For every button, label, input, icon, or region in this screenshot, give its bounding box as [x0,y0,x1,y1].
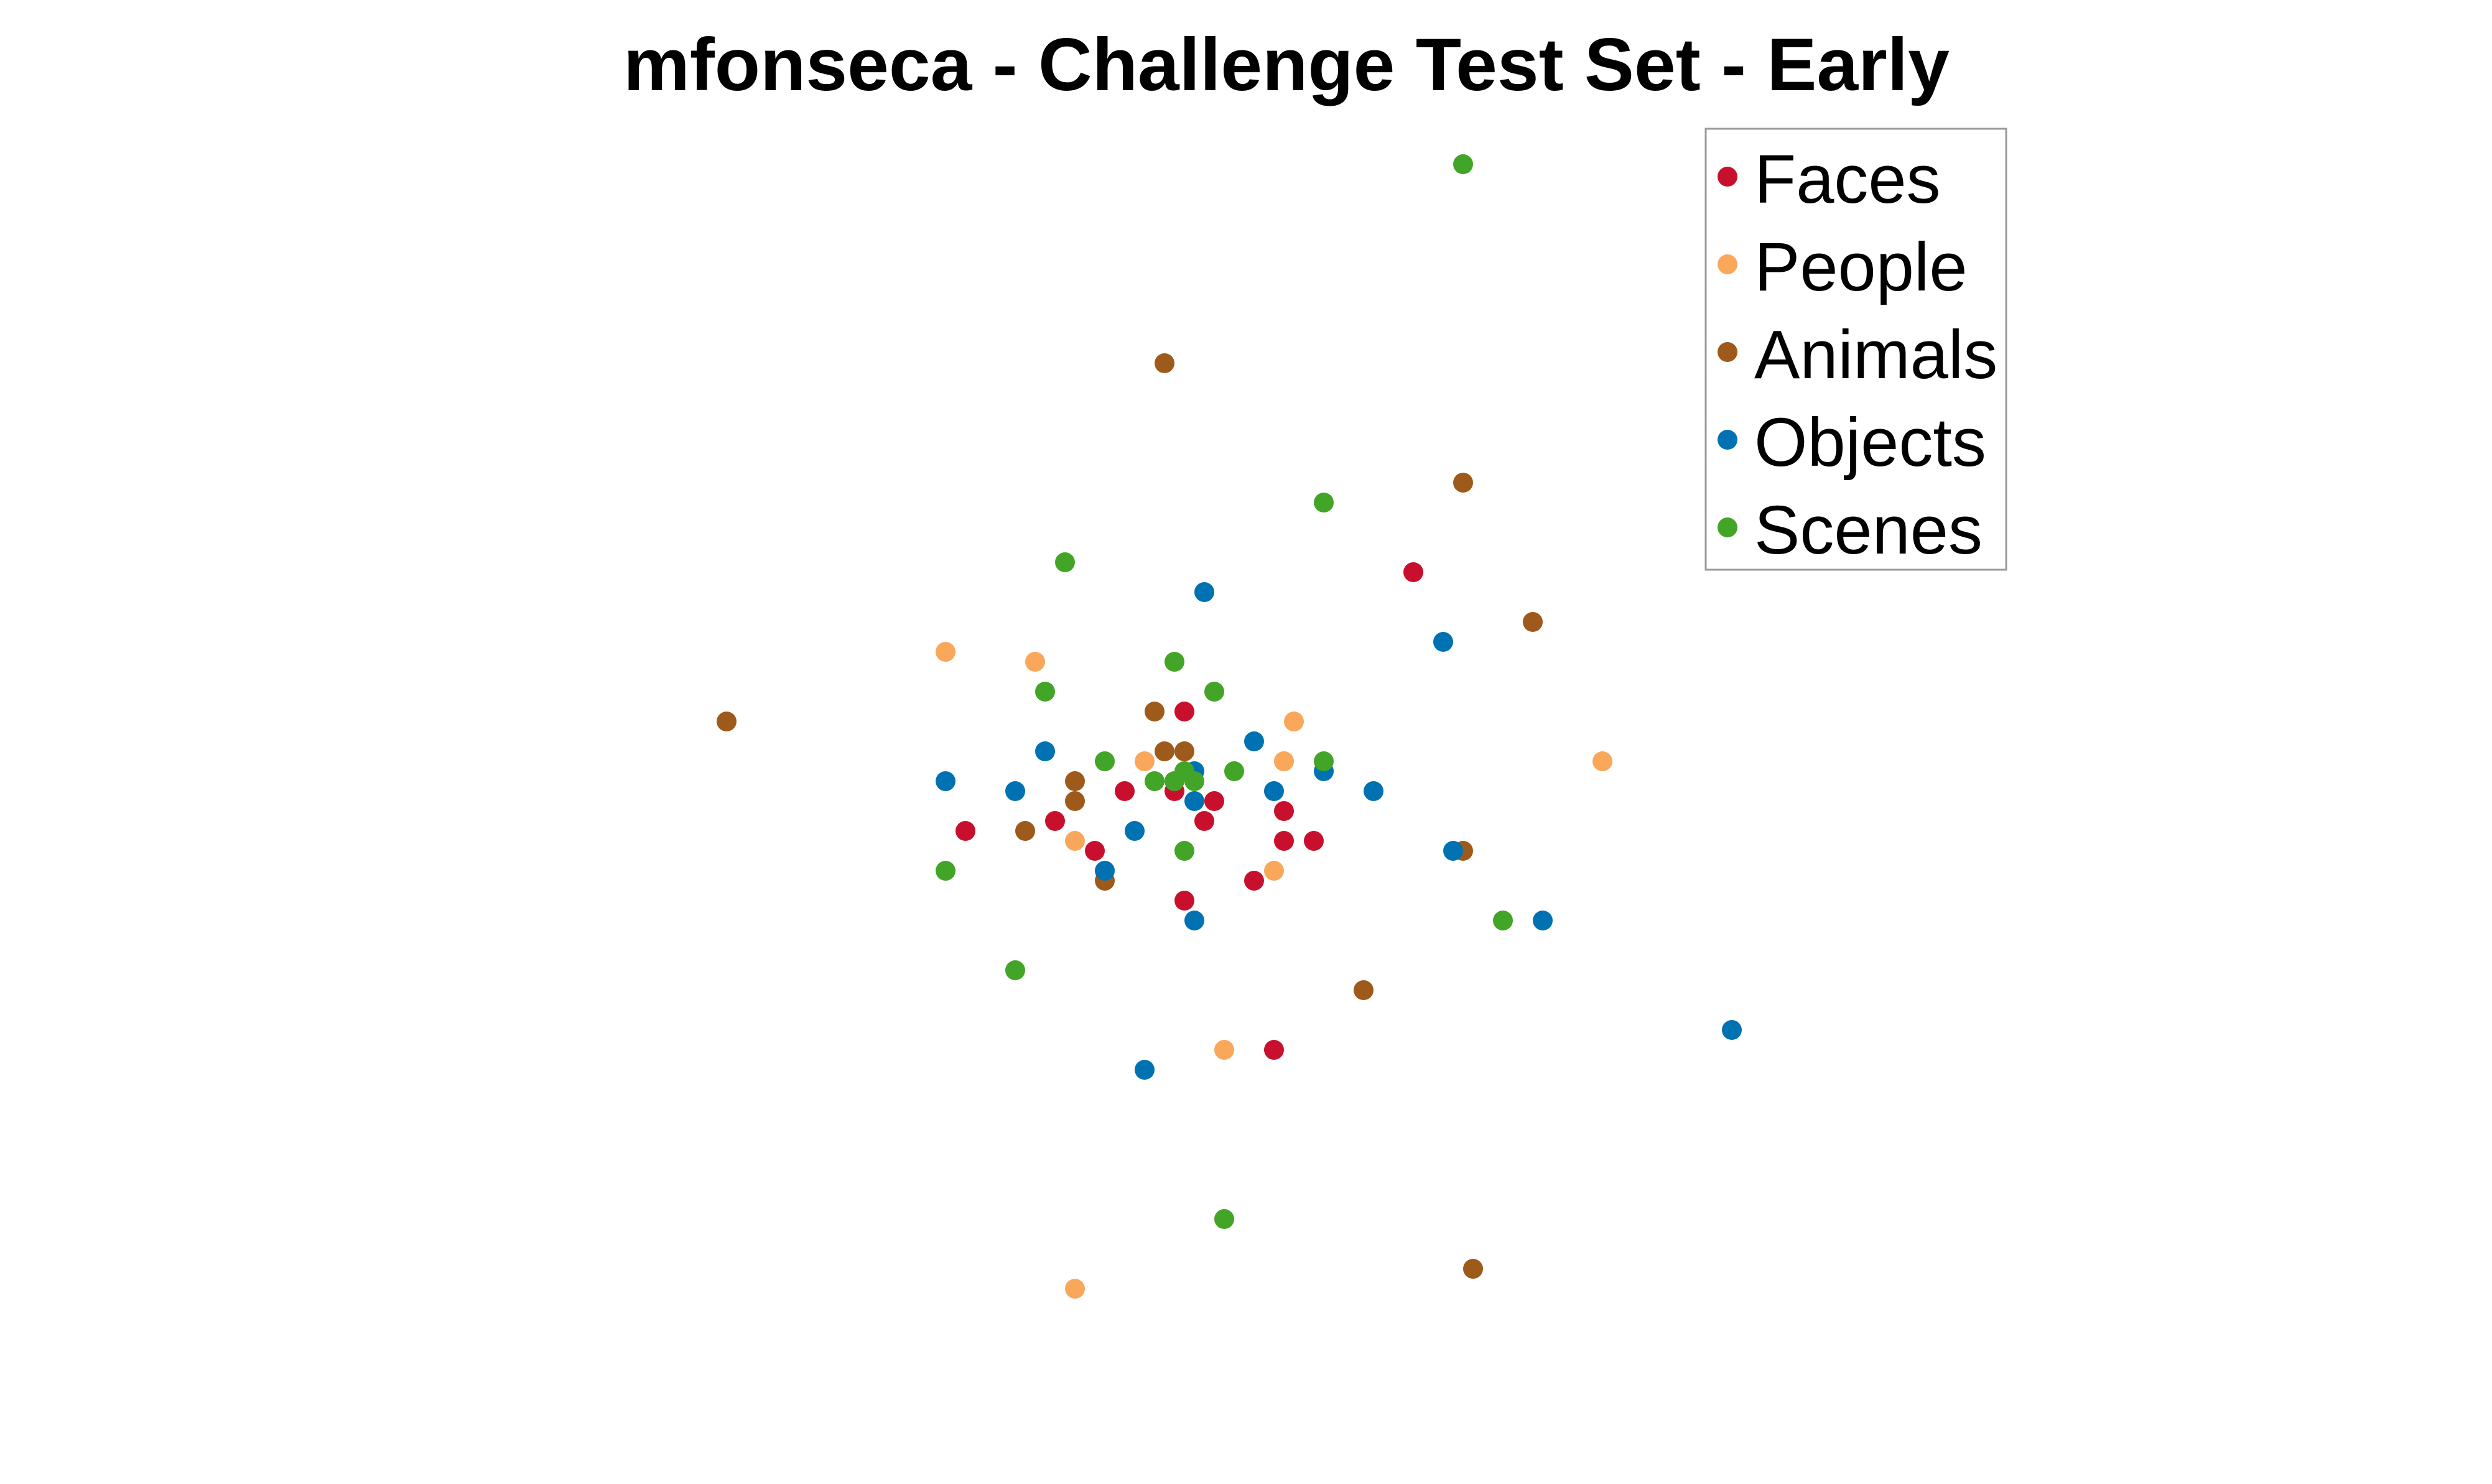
point-faces-2 [1045,811,1065,831]
point-animals-2 [1523,612,1543,632]
point-objects-3 [936,771,955,791]
point-objects-1 [1433,632,1453,652]
legend-marker-people [1718,254,1737,274]
legend-label-scenes: Scenes [1754,492,1983,568]
legend-marker-animals [1718,342,1737,362]
point-animals-11 [1354,980,1374,1000]
point-scenes-16 [1005,960,1025,980]
legend-label-animals: Animals [1754,317,1997,393]
point-objects-2 [1035,741,1055,761]
point-faces-14 [1264,1040,1284,1060]
point-animals-5 [1155,741,1174,761]
point-objects-7 [1184,791,1204,811]
point-scenes-7 [1145,771,1165,791]
point-objects-5 [1125,821,1145,841]
legend-marker-faces [1718,167,1737,187]
point-faces-10 [1244,871,1264,891]
point-people-0 [936,642,955,662]
point-objects-9 [1264,781,1284,801]
legend-box [1704,128,2007,571]
point-scenes-4 [1165,652,1184,672]
point-objects-8 [1244,731,1264,751]
point-objects-14 [1722,1020,1742,1040]
point-animals-4 [1145,702,1165,721]
legend-marker-scenes [1718,517,1737,537]
point-objects-11 [1364,781,1383,801]
point-people-7 [1065,831,1085,851]
point-scenes-14 [936,861,955,881]
point-scenes-11 [1224,761,1244,781]
legend: Faces People Animals Objects Scenes [1704,128,2007,571]
point-scenes-10 [1174,761,1194,781]
point-people-9 [1214,1040,1234,1060]
point-people-6 [1592,751,1612,771]
point-faces-3 [955,821,975,841]
point-objects-17 [1135,1060,1155,1080]
point-scenes-2 [1055,552,1075,572]
point-faces-11 [1274,801,1294,821]
legend-items: Faces People Animals Objects Scenes [1718,141,1997,568]
point-scenes-17 [1214,1209,1234,1229]
point-objects-13 [1533,911,1553,930]
point-faces-6 [1174,891,1194,911]
point-objects-15 [1095,861,1115,881]
point-scenes-15 [1493,911,1513,930]
point-scenes-12 [1314,751,1334,771]
point-animals-9 [1015,821,1035,841]
legend-marker-objects [1718,430,1737,450]
point-objects-0 [1194,582,1214,602]
point-animals-3 [717,712,737,731]
point-animals-1 [1453,473,1473,493]
point-objects-12 [1443,841,1463,861]
point-objects-16 [1184,911,1204,930]
point-people-8 [1264,861,1284,881]
legend-label-objects: Objects [1754,404,1986,481]
point-objects-4 [1005,781,1025,801]
chart-title: mfonseca - Challenge Test Set - Early [623,23,1950,106]
point-faces-13 [1304,831,1324,851]
point-faces-12 [1274,831,1294,851]
point-scenes-6 [1095,751,1115,771]
point-people-2 [1135,751,1155,771]
point-scenes-3 [1035,682,1055,702]
legend-label-faces: Faces [1754,141,1941,218]
point-animals-8 [1065,791,1085,811]
point-scenes-5 [1204,682,1224,702]
point-people-5 [1274,751,1294,771]
point-faces-1 [1403,562,1423,582]
point-animals-6 [1174,741,1194,761]
point-faces-7 [1115,781,1135,801]
point-animals-13 [1463,1259,1483,1279]
point-animals-7 [1065,771,1085,791]
point-faces-5 [1194,811,1214,831]
point-scenes-13 [1174,841,1194,861]
point-faces-0 [1174,702,1194,721]
point-faces-4 [1085,841,1105,861]
point-people-10 [1065,1279,1085,1299]
point-scenes-1 [1314,493,1334,512]
point-people-1 [1025,652,1045,672]
point-animals-0 [1155,353,1174,373]
points-layer [717,154,1742,1299]
point-faces-9 [1204,791,1224,811]
point-people-4 [1284,712,1304,731]
point-scenes-0 [1453,154,1473,174]
legend-label-people: People [1754,229,1968,305]
